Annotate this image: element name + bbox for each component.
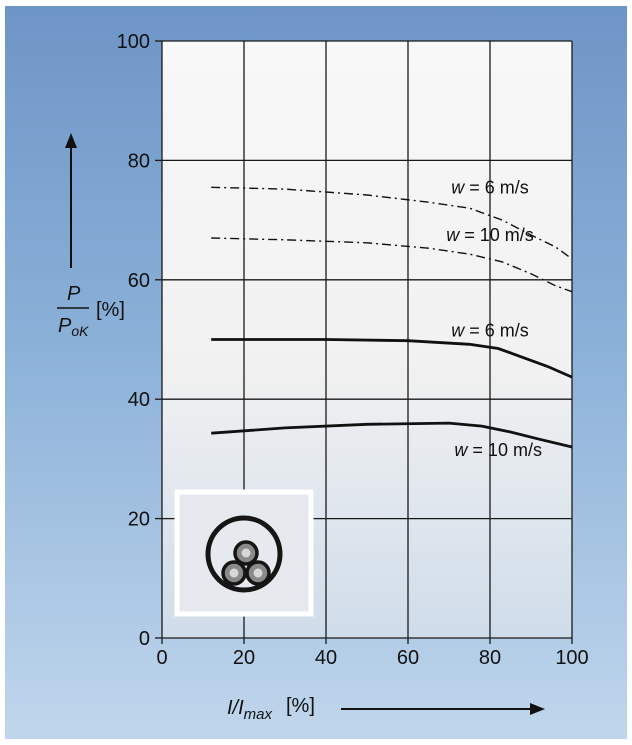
y-label-numerator: P: [67, 283, 81, 305]
series-line-1: [211, 186, 573, 260]
x-tick-labels: 0 20 40 60 80 100: [156, 647, 588, 669]
x-tick-label-60: 60: [397, 647, 419, 669]
x-tick-label-0: 0: [156, 647, 167, 669]
series-line-3: [211, 338, 573, 379]
y-axis-label: P PoK [%]: [57, 133, 125, 339]
right-arrow-icon: [530, 703, 545, 715]
y-label-unit: [%]: [96, 299, 125, 321]
y-label-denominator: PoK: [58, 315, 89, 339]
x-tick-label-80: 80: [479, 647, 501, 669]
series-label-4: w = 10 m/s: [454, 440, 542, 460]
series-label-1: w = 6 m/s: [451, 177, 529, 197]
up-arrow-icon: [65, 133, 77, 148]
y-tick-labels: 0 20 40 60 80 100: [117, 31, 150, 650]
y-tick-label-60: 60: [128, 270, 150, 292]
series-labels: w = 6 m/s w = 10 m/s w = 6 m/s w = 10 m/s: [446, 177, 542, 460]
x-label-unit: [%]: [286, 695, 315, 717]
chart-svg: 0 20 40 60 80 100 0 20 40 60 80 100 w = 6 m/s w = 1…: [57, 31, 589, 723]
series-line-4: [211, 421, 573, 449]
figure-frame: 0 20 40 60 80 100 0 20 40 60 80 100 w = 6 m/s w = 1…: [5, 6, 627, 739]
series-line-2: [211, 237, 573, 293]
series-label-3: w = 6 m/s: [451, 321, 529, 341]
x-tick-label-20: 20: [233, 647, 255, 669]
y-label-den-main: P: [58, 315, 72, 337]
x-tick-label-100: 100: [555, 647, 588, 669]
x-label-sub: max: [244, 706, 273, 723]
y-tick-label-80: 80: [128, 150, 150, 172]
x-axis-label: I/Imax [%]: [227, 695, 545, 723]
series-label-2: w = 10 m/s: [446, 225, 534, 245]
y-tick-label-0: 0: [139, 628, 150, 650]
cable-inset: [174, 489, 314, 617]
x-tick-label-40: 40: [315, 647, 337, 669]
y-tick-label-40: 40: [128, 389, 150, 411]
y-tick-label-20: 20: [128, 509, 150, 531]
three-core-cable-cross-section-icon: [205, 515, 283, 593]
x-label-main-text: I/Imax: [227, 697, 273, 723]
y-tick-label-100: 100: [117, 31, 150, 53]
series-group: [211, 186, 573, 449]
x-label-main: I/I: [227, 697, 244, 719]
y-label-den-sub: oK: [71, 323, 89, 339]
